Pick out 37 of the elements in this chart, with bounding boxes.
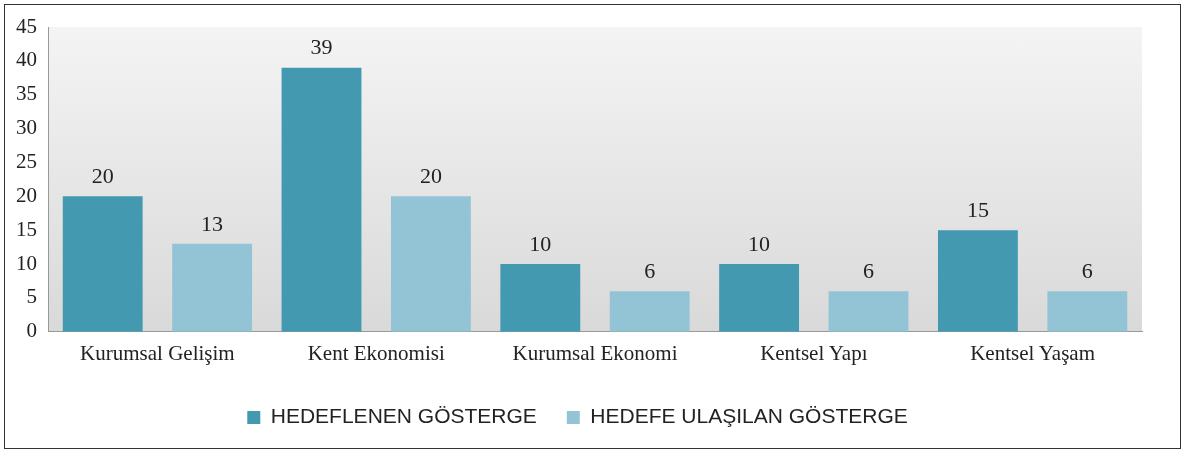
legend-label: HEDEFE ULAŞILAN GÖSTERGE [590,404,908,428]
x-tick-label: Kentsel Yapı [760,340,868,365]
data-label: 20 [419,163,442,189]
bar [281,67,362,332]
bar [828,291,909,332]
bar [62,196,143,332]
y-tick-label: 25 [16,148,37,173]
bar [719,264,800,332]
data-label: 39 [310,34,333,60]
data-label: 6 [644,257,656,283]
y-tick-label: 35 [16,81,37,106]
y-tick-label: 10 [16,250,37,275]
x-tick-label: Kurumsal Gelişim [80,340,235,365]
x-tick-label: Kentsel Yaşam [970,340,1096,365]
y-tick-label: 5 [26,284,37,309]
data-label: 10 [529,230,552,256]
x-tick-label: Kent Ekonomisi [307,340,445,365]
bar [1047,291,1128,332]
y-tick-label: 45 [16,13,37,38]
y-tick-label: 30 [16,115,37,140]
legend-label: HEDEFLENEN GÖSTERGE [270,404,537,428]
y-tick-label: 0 [26,318,37,343]
bar [500,264,581,332]
data-label: 20 [91,163,114,189]
bar [172,243,253,332]
data-label: 6 [1081,257,1093,283]
y-tick-label: 15 [16,216,37,241]
bar [609,291,690,332]
y-tick-label: 40 [16,47,37,72]
y-tick-label: 20 [16,182,37,207]
bar [937,230,1018,332]
data-label: 13 [201,210,224,236]
bar [390,196,471,332]
x-tick-label: Kurumsal Ekonomi [512,340,678,365]
data-label: 10 [748,230,771,256]
data-label: 6 [863,257,874,283]
data-label: 15 [966,196,989,222]
